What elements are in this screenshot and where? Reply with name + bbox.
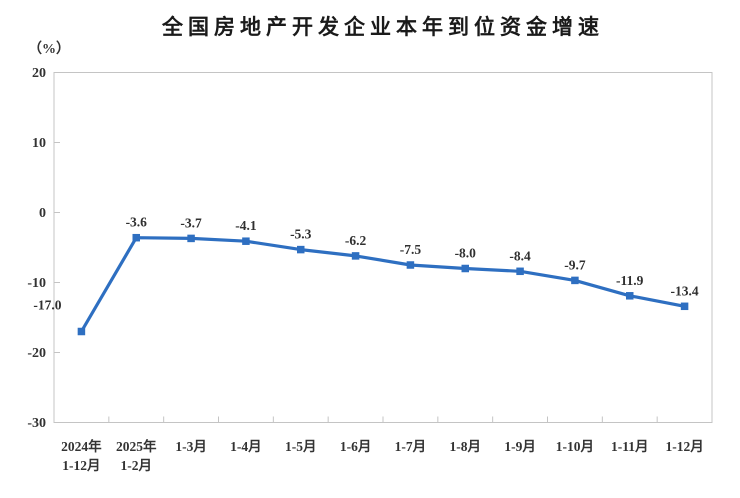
data-point-marker xyxy=(132,233,140,242)
data-point-marker xyxy=(516,267,524,276)
x-axis-label: 1-7月 xyxy=(395,439,427,454)
data-point-label: -6.2 xyxy=(345,233,367,248)
data-point-label: -11.9 xyxy=(616,273,644,288)
data-point-marker xyxy=(571,276,579,285)
x-axis-label: 1-5月 xyxy=(285,439,317,454)
data-point-marker xyxy=(77,327,86,336)
y-axis-label: 20 xyxy=(32,66,46,81)
chart-title: 全国房地产开发企业本年到位资金增速 xyxy=(162,16,604,39)
data-point-label: -3.6 xyxy=(126,215,148,230)
x-axis-label: 2024年 1-12月 xyxy=(61,438,102,473)
x-axis-label: 1-10月 xyxy=(556,439,594,454)
data-point-marker xyxy=(626,292,634,300)
data-point-label: -13.4 xyxy=(671,283,699,298)
data-point-marker xyxy=(461,264,469,273)
x-axis-label: 1-12月 xyxy=(665,439,703,454)
plot-border xyxy=(53,72,713,423)
y-axis-label: -10 xyxy=(27,276,46,291)
x-axis-label: 1-4月 xyxy=(230,439,262,454)
data-point-label: -8.4 xyxy=(509,248,531,263)
y-axis-label: 0 xyxy=(39,206,46,221)
data-point-marker xyxy=(242,237,250,245)
data-point-marker xyxy=(187,234,195,243)
data-point-label: -7.5 xyxy=(400,242,422,257)
x-axis-label: 1-11月 xyxy=(611,439,649,454)
x-axis-label: 1-3月 xyxy=(175,439,207,454)
y-axis-unit-label: （%） xyxy=(28,42,70,57)
y-axis-label: -30 xyxy=(27,416,46,431)
data-point-label: -9.7 xyxy=(564,257,586,272)
data-point-label: -8.0 xyxy=(455,246,477,261)
x-axis-label: 1-6月 xyxy=(340,439,372,454)
data-point-label: -4.1 xyxy=(235,218,257,233)
x-axis-label: 1-8月 xyxy=(450,439,482,454)
data-point-label: -17.0 xyxy=(33,298,61,313)
data-point-marker xyxy=(297,245,305,254)
x-axis-label: 2025年 1-2月 xyxy=(116,438,157,473)
data-point-label: -3.7 xyxy=(180,215,202,230)
data-series-line xyxy=(79,236,687,334)
data-point-marker xyxy=(351,252,360,260)
data-point-label: -5.3 xyxy=(290,227,312,242)
data-point-marker xyxy=(406,261,415,269)
y-axis-label: 10 xyxy=(32,136,46,151)
x-axis-label: 1-9月 xyxy=(504,439,536,454)
y-axis-label: -20 xyxy=(27,346,46,361)
data-point-marker xyxy=(680,302,689,311)
